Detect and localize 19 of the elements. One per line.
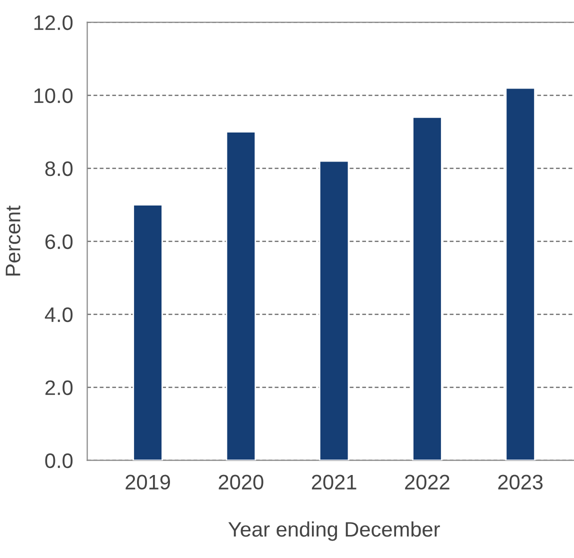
x-tick-label: 2020	[218, 474, 264, 490]
x-axis-title: Year ending December	[228, 521, 440, 541]
x-tick-label: 2021	[312, 474, 356, 490]
bar	[318, 160, 350, 460]
bar	[505, 87, 536, 460]
y-tick-label: 6.0	[45, 234, 73, 250]
y-axis-title: Percent	[6, 206, 20, 276]
y-tick-label: 2.0	[45, 380, 73, 396]
x-tick-label: 2022	[405, 474, 450, 490]
y-tick-label: 4.0	[44, 307, 73, 322]
y-tick-label: 8.0	[45, 161, 73, 176]
x-tick-label: 2019	[126, 474, 170, 490]
bar	[412, 116, 442, 460]
y-tick-label: 12.0	[34, 15, 73, 30]
y-tick-label: 0.0	[45, 453, 73, 468]
y-tick-label: 10.0	[34, 88, 73, 104]
bar	[226, 131, 256, 460]
x-tick-label: 2023	[498, 474, 543, 490]
bar	[132, 204, 163, 460]
